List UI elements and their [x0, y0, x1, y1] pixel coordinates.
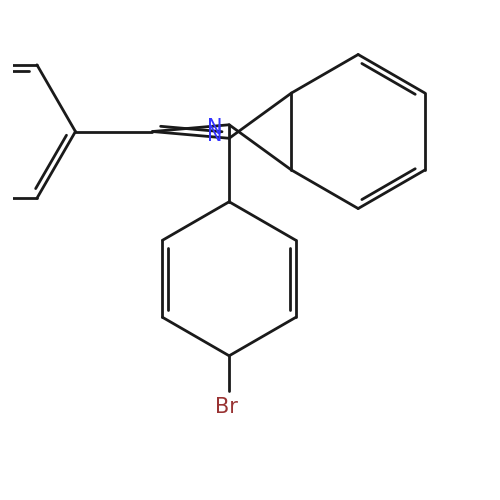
Text: N: N — [206, 126, 222, 146]
Text: Br: Br — [215, 398, 238, 417]
Text: N: N — [206, 118, 222, 138]
